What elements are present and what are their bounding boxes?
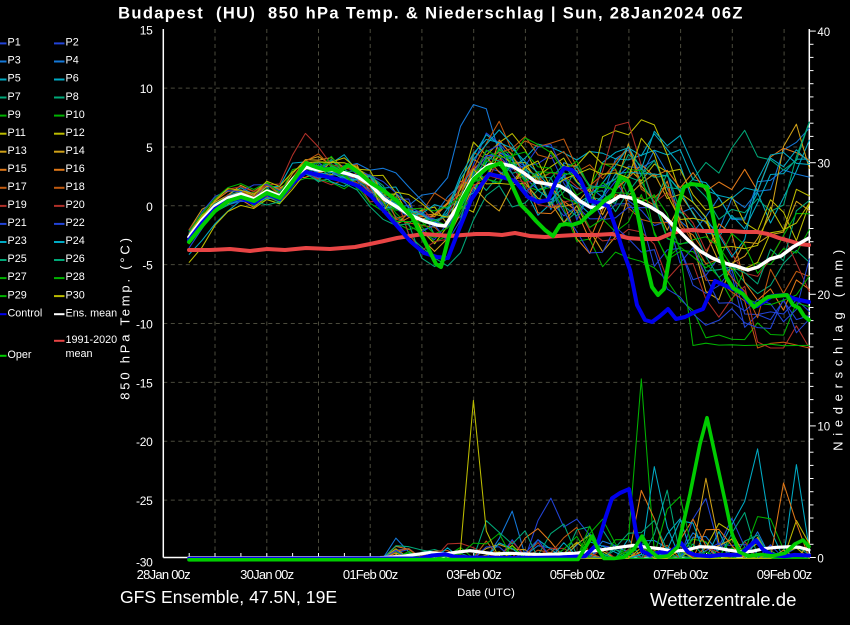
svg-text:10: 10	[817, 422, 830, 434]
svg-text:P14: P14	[66, 145, 85, 157]
svg-text:Ens. mean: Ens. mean	[66, 307, 118, 319]
svg-text:P12: P12	[66, 127, 85, 139]
svg-text:30: 30	[817, 159, 830, 171]
svg-text:P21: P21	[8, 217, 27, 229]
svg-text:-15: -15	[136, 376, 153, 390]
svg-text:P28: P28	[66, 271, 85, 283]
svg-text:P20: P20	[66, 199, 85, 211]
svg-text:01Feb 00z: 01Feb 00z	[343, 567, 398, 582]
svg-text:5: 5	[146, 141, 153, 155]
svg-text:mean: mean	[66, 348, 93, 360]
svg-text:P27: P27	[8, 271, 27, 283]
svg-text:05Feb 00z: 05Feb 00z	[550, 567, 605, 582]
svg-text:P1: P1	[8, 37, 21, 49]
svg-text:09Feb 00z: 09Feb 00z	[757, 567, 812, 582]
svg-text:P2: P2	[66, 37, 79, 49]
svg-text:P24: P24	[66, 235, 85, 247]
svg-text:P15: P15	[8, 163, 27, 175]
svg-text:0: 0	[146, 200, 153, 214]
svg-text:30Jan 00z: 30Jan 00z	[240, 567, 293, 582]
svg-text:-25: -25	[136, 494, 153, 508]
svg-text:P11: P11	[8, 127, 26, 139]
svg-text:-5: -5	[142, 259, 153, 273]
svg-text:P10: P10	[66, 109, 85, 121]
svg-text:P30: P30	[66, 289, 85, 301]
svg-text:P13: P13	[8, 145, 27, 157]
svg-text:P3: P3	[8, 55, 21, 67]
svg-text:Wetterzentrale.de: Wetterzentrale.de	[650, 589, 796, 610]
svg-text:0: 0	[817, 553, 823, 565]
svg-text:10: 10	[140, 82, 153, 96]
svg-text:P29: P29	[8, 289, 27, 301]
svg-text:15: 15	[140, 23, 153, 37]
svg-text:850 hPa Temp. (°C): 850 hPa Temp. (°C)	[118, 235, 133, 399]
svg-text:Budapest (HU) 850 hPa Temp.: Budapest (HU) 850 hPa Temp. & Niederschl…	[118, 5, 744, 23]
svg-text:Oper: Oper	[8, 349, 32, 361]
svg-text:Niederschlag (mm): Niederschlag (mm)	[831, 244, 846, 451]
svg-text:1991-2020: 1991-2020	[66, 334, 118, 346]
svg-text:-10: -10	[136, 318, 153, 332]
svg-text:P18: P18	[66, 181, 85, 193]
svg-text:P7: P7	[8, 91, 21, 103]
svg-text:P23: P23	[8, 235, 27, 247]
svg-text:P4: P4	[66, 55, 79, 67]
svg-text:-30: -30	[136, 555, 153, 569]
svg-text:Control: Control	[8, 307, 43, 319]
svg-text:03Feb 00z: 03Feb 00z	[446, 567, 501, 582]
svg-text:P26: P26	[66, 253, 85, 265]
svg-text:P6: P6	[66, 73, 79, 85]
svg-text:40: 40	[817, 27, 830, 39]
svg-text:20: 20	[817, 290, 830, 302]
svg-text:P25: P25	[8, 253, 27, 265]
svg-text:07Feb 00z: 07Feb 00z	[653, 567, 708, 582]
svg-text:P17: P17	[8, 181, 27, 193]
svg-text:P19: P19	[8, 199, 27, 211]
svg-text:P9: P9	[8, 109, 21, 121]
svg-text:P8: P8	[66, 91, 79, 103]
svg-text:GFS Ensemble, 47.5N, 19E: GFS Ensemble, 47.5N, 19E	[120, 587, 337, 607]
svg-text:-20: -20	[136, 435, 153, 449]
svg-text:P22: P22	[66, 217, 85, 229]
svg-text:28Jan 00z: 28Jan 00z	[137, 567, 190, 582]
svg-text:P16: P16	[66, 163, 85, 175]
svg-text:P5: P5	[8, 73, 21, 85]
svg-text:Date (UTC): Date (UTC)	[457, 587, 515, 599]
